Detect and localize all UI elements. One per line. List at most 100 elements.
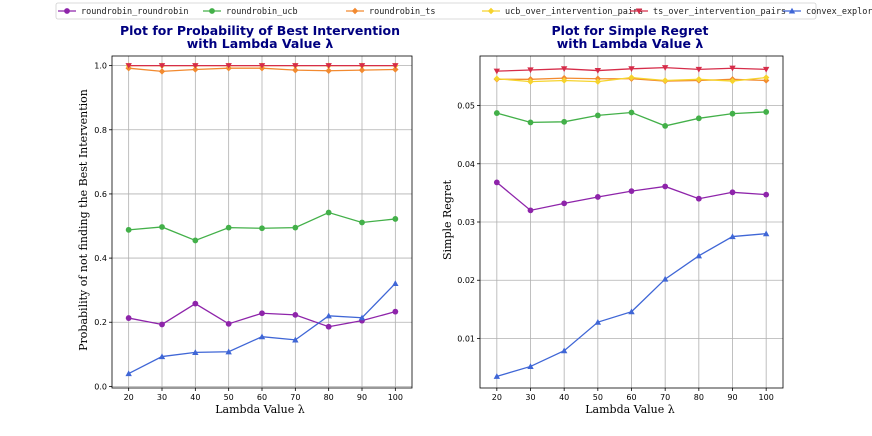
legend-item: roundrobin_ts (346, 7, 436, 17)
data-point (561, 200, 568, 207)
left-plot-title-line1: Plot for Probability of Best Interventio… (120, 23, 400, 38)
data-point (192, 349, 199, 355)
data-point (325, 312, 332, 319)
data-point (325, 323, 332, 330)
y-tick-label: 0.4 (94, 254, 107, 263)
legend-item: ts_over_intervention_pairs (630, 7, 786, 17)
data-point (695, 66, 703, 73)
data-point (225, 348, 232, 355)
left-plot-title-line2: with Lambda Value λ (187, 36, 334, 51)
left-plot-xlabel: Lambda Value λ (215, 403, 305, 416)
data-point (325, 67, 332, 74)
legend-item: ucb_over_intervention_pairs (482, 7, 643, 17)
data-point (561, 118, 568, 125)
right-plot-xlabel: Lambda Value λ (585, 403, 675, 416)
data-point (762, 230, 770, 237)
legend-label: ts_over_intervention_pairs (653, 7, 786, 17)
x-tick-label: 90 (357, 393, 367, 402)
legend-label: ucb_over_intervention_pairs (505, 7, 643, 17)
data-point (192, 237, 199, 244)
legend-label: roundrobin_roundrobin (81, 7, 188, 17)
y-tick-label: 0.0 (94, 382, 107, 391)
x-tick-label: 80 (694, 393, 704, 402)
data-point (192, 63, 199, 69)
data-point (527, 78, 534, 85)
data-point (527, 67, 534, 74)
data-point (158, 353, 166, 360)
data-point (325, 63, 332, 69)
legend-label: roundrobin_ucb (226, 7, 298, 17)
data-point (628, 66, 635, 73)
legend-marker (788, 7, 796, 14)
series-ts-over-intervention-pairs (493, 65, 770, 75)
data-point (358, 63, 366, 69)
right-plot-title-line2: with Lambda Value λ (557, 36, 704, 51)
legend-frame (55, 2, 817, 20)
data-point (225, 63, 232, 69)
left-plot-ylabel: Probability of not finding the Best Inte… (77, 89, 90, 351)
y-tick-label: 0.6 (94, 190, 107, 199)
x-tick-label: 100 (759, 393, 774, 402)
y-tick-label: 0.8 (94, 126, 107, 135)
series-roundrobin-ucb (493, 109, 770, 129)
y-tick-label: 0.04 (457, 160, 475, 169)
x-tick-label: 50 (593, 393, 603, 402)
data-point (763, 191, 770, 198)
legend-item: roundrobin_ucb (203, 7, 298, 17)
data-point (695, 115, 702, 122)
data-point (729, 189, 736, 196)
x-tick-label: 100 (388, 393, 403, 402)
data-point (594, 112, 601, 119)
legend: roundrobin_roundrobin roundrobin_ucb round… (55, 2, 872, 20)
data-point (662, 183, 669, 190)
data-point (695, 76, 703, 83)
legend-item: convex_explorer (783, 7, 872, 17)
data-point (259, 225, 265, 232)
legend-item: roundrobin_roundrobin (58, 7, 188, 17)
y-tick-label: 0.05 (457, 102, 475, 111)
x-tick-label: 30 (157, 393, 167, 402)
data-point (493, 75, 501, 82)
data-point (358, 66, 366, 74)
data-point (358, 314, 366, 321)
data-point (225, 224, 232, 231)
data-point (729, 65, 736, 72)
data-point (661, 77, 669, 84)
data-point (762, 74, 770, 81)
series-roundrobin-roundrobin (493, 179, 770, 214)
data-point (493, 110, 500, 116)
data-point (527, 119, 534, 126)
data-point (729, 110, 736, 117)
series-roundrobin-roundrobin (125, 300, 399, 330)
data-point (628, 308, 635, 315)
x-tick-label: 70 (290, 393, 300, 402)
data-point (695, 195, 702, 202)
series-convex-explorer (125, 280, 399, 377)
data-point (560, 66, 568, 73)
data-point (159, 224, 165, 230)
data-point (763, 109, 770, 115)
right-plot-ylabel: Simple Regret (441, 179, 454, 260)
data-point (125, 315, 132, 321)
data-point (594, 68, 602, 74)
data-point (258, 63, 266, 69)
data-point (292, 336, 299, 343)
data-point (628, 74, 635, 81)
data-point (125, 370, 132, 377)
x-tick-label: 30 (525, 393, 535, 402)
series-roundrobin-ucb (125, 209, 399, 244)
legend-marker (64, 8, 70, 14)
data-point (292, 311, 299, 318)
x-tick-label: 20 (124, 393, 134, 402)
data-point (729, 77, 736, 85)
data-point (192, 300, 199, 307)
data-point (392, 66, 399, 73)
data-point (560, 77, 568, 84)
data-point (192, 66, 199, 73)
legend-marker (209, 8, 215, 14)
legend-label: roundrobin_ts (369, 7, 436, 17)
legend-marker (635, 8, 643, 15)
x-tick-label: 80 (324, 393, 334, 402)
data-point (594, 78, 602, 85)
legend-marker (351, 7, 359, 15)
